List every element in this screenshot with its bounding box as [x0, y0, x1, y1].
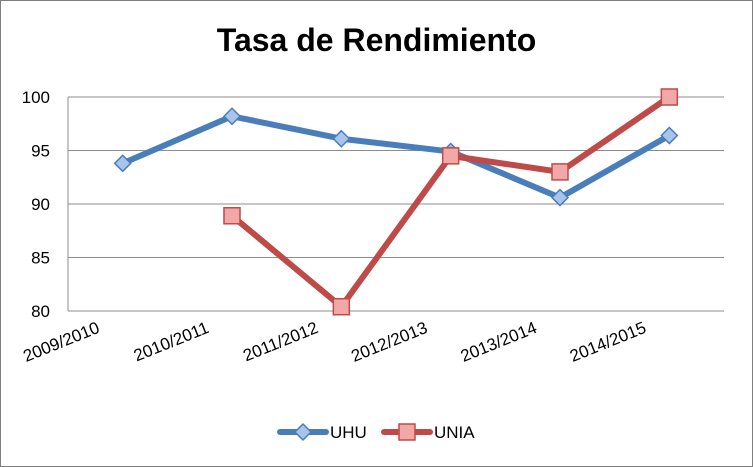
legend-item-uhu: UHU — [277, 422, 367, 442]
legend-label-uhu: UHU — [330, 423, 367, 442]
gridlines — [67, 96, 724, 312]
x-tick-label: 2011/2012 — [240, 318, 320, 365]
y-tick-label: 95 — [31, 142, 50, 161]
legend: UHU UNIA — [277, 422, 475, 442]
y-tick-label: 100 — [22, 88, 50, 107]
x-axis-ticks: 2009/2010 2010/2011 2011/2012 2012/2013 2013… — [21, 318, 649, 366]
x-tick-label: 2009/2010 — [21, 318, 103, 366]
data-point-uhu — [332, 129, 351, 148]
data-point-uhu — [660, 126, 679, 145]
series-uhu — [113, 107, 679, 207]
legend-label-unia: UNIA — [434, 423, 475, 442]
legend-marker-uhu — [293, 422, 313, 442]
x-tick-label: 2014/2015 — [567, 318, 649, 366]
data-point-unia — [551, 163, 569, 181]
y-tick-label: 90 — [31, 195, 50, 214]
legend-item-unia: UNIA — [381, 423, 475, 442]
y-tick-label: 85 — [31, 249, 50, 268]
data-point-uhu — [550, 188, 570, 207]
series-line-uhu — [119, 113, 673, 201]
data-point-unia — [223, 207, 241, 225]
y-axis-ticks: 80 85 90 95 100 — [22, 88, 50, 321]
data-point-uhu — [222, 107, 242, 126]
legend-marker-unia — [398, 423, 416, 441]
x-tick-label: 2010/2011 — [131, 318, 211, 365]
x-tick-label: 2012/2013 — [349, 318, 431, 366]
data-point-unia — [332, 297, 351, 316]
series-layer — [113, 88, 679, 316]
series-unia — [223, 88, 679, 316]
chart-title: Tasa de Rendimiento — [216, 22, 537, 58]
data-point-uhu — [113, 154, 132, 173]
y-tick-label: 80 — [31, 302, 50, 321]
data-point-unia — [441, 147, 460, 165]
x-tick-label: 2013/2014 — [458, 318, 540, 366]
data-point-unia — [660, 88, 679, 106]
